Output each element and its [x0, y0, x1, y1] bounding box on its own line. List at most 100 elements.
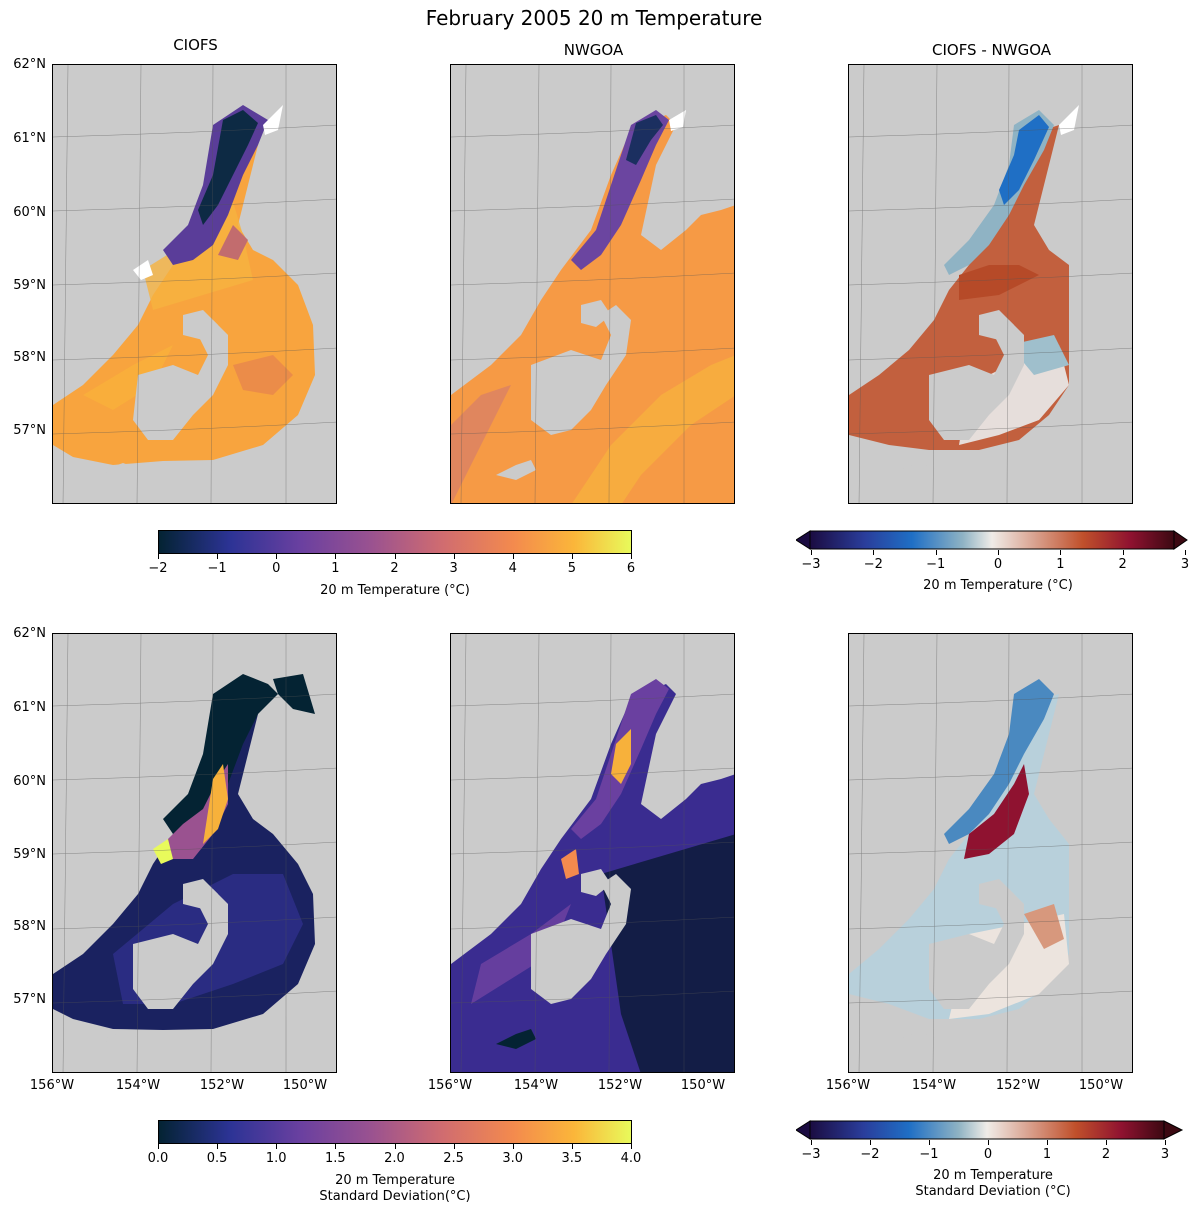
colorbar-std-tick-label: 1.5 [325, 1151, 346, 1166]
lat-label-62n-top: 62°N [13, 57, 46, 72]
colorbar-temperature-tick-label: 5 [567, 561, 577, 576]
colorbar-std-difference-tick-mark [929, 1140, 930, 1145]
map-ciofs-temperature [52, 64, 337, 504]
colorbar-std-tick-label: 0.0 [147, 1151, 169, 1166]
lat-label-58n-bottom: 58°N [13, 919, 46, 934]
colorbar-std-difference-tick-label: −3 [801, 1147, 821, 1162]
lat-label-61n-top: 61°N [13, 131, 46, 146]
colorbar-std-difference-tick-label: 0 [983, 1147, 993, 1162]
colorbar-temperature-tick-label: 0 [272, 561, 281, 576]
colorbar-temperature-difference [796, 530, 1188, 550]
colorbar-temperature-difference-tick-label: 1 [1056, 557, 1065, 572]
colorbar-std-tick-label: 1.0 [265, 1151, 287, 1166]
lon-label-156w-p5: 156°W [427, 1078, 473, 1093]
colorbar-temperature-difference-tick-label: −1 [926, 557, 946, 572]
colorbar-std-label: 20 m Temperature Standard Deviation(°C) [158, 1173, 632, 1205]
panel-title-ciofs: CIOFS [173, 36, 218, 54]
colorbar-std-tick-mark [276, 1144, 278, 1149]
colorbar-std-tick-mark [394, 1144, 396, 1149]
colorbar-temperature-difference-tick-mark [1060, 550, 1062, 555]
figure-title: February 2005 20 m Temperature [425, 6, 763, 30]
colorbar-std-difference-label: 20 m Temperature Standard Deviation (°C) [810, 1168, 1176, 1200]
colorbar-temperature-label: 20 m Temperature (°C) [320, 583, 470, 598]
colorbar-temperature-difference-tick-mark [1122, 550, 1124, 555]
lon-label-156w-p6: 156°W [825, 1078, 871, 1093]
map-temperature-difference [848, 64, 1133, 504]
colorbar-std-difference-tick-mark [870, 1140, 871, 1145]
colorbar-std-tick-label: 2.5 [443, 1151, 464, 1166]
colorbar-std-tick-label: 0.5 [206, 1151, 228, 1166]
colorbar-std-difference-tick-mark [811, 1140, 812, 1145]
colorbar-temperature-tick-label: 2 [390, 561, 399, 576]
colorbar-temperature-tick-mark [631, 554, 632, 559]
lon-label-156w-p4: 156°W [29, 1078, 75, 1093]
colorbar-std-tick-label: 4.0 [620, 1151, 642, 1166]
colorbar-std-tick-mark [631, 1144, 632, 1149]
colorbar-temperature-tick-label: 6 [626, 561, 636, 576]
lon-label-154w-p4: 154°W [115, 1078, 161, 1093]
colorbar-temperature-difference-tick-label: −3 [801, 557, 821, 572]
colorbar-std-difference-label-line2: Standard Deviation (°C) [915, 1184, 1071, 1199]
lon-label-150w-p6: 150°W [1078, 1078, 1124, 1093]
lon-label-152w-p5: 152°W [597, 1078, 643, 1093]
colorbar-std-difference-tick-mark [1047, 1140, 1048, 1145]
lat-label-59n-top: 59°N [13, 278, 46, 293]
colorbar-temperature-difference-tick-mark [1185, 550, 1186, 555]
colorbar-temperature-tick-mark [335, 554, 337, 559]
colorbar-std-difference-tick-mark [988, 1140, 989, 1145]
colorbar-std-tick-mark [512, 1144, 514, 1149]
colorbar-std-difference-tick-mark [1106, 1140, 1107, 1145]
colorbar-std-tick-label: 2.0 [384, 1151, 405, 1166]
panel-title-nwgoa: NWGOA [563, 41, 624, 59]
colorbar-temperature-tick-label: −1 [207, 561, 227, 576]
lat-label-61n-bottom: 61°N [13, 700, 46, 715]
colorbar-std-label-line1: 20 m Temperature [335, 1173, 455, 1188]
lat-label-58n-top: 58°N [13, 350, 46, 365]
colorbar-temperature-tick-mark [217, 554, 219, 559]
map-ciofs-std [52, 633, 337, 1073]
lat-label-59n-bottom: 59°N [13, 847, 46, 862]
colorbar-temperature-difference-tick-label: 2 [1118, 557, 1127, 572]
lat-label-62n-bottom: 62°N [13, 626, 46, 641]
lon-label-150w-p5: 150°W [680, 1078, 726, 1093]
colorbar-std-difference-tick-label: 1 [1042, 1147, 1052, 1162]
colorbar-std-difference [796, 1120, 1188, 1140]
colorbar-temperature-tick-label: −2 [148, 561, 168, 576]
colorbar-std-label-line2: Standard Deviation(°C) [319, 1189, 471, 1204]
colorbar-std-tick-mark [571, 1144, 573, 1149]
colorbar-temperature-difference-tick-mark [873, 550, 875, 555]
colorbar-temperature-tick-mark [571, 554, 573, 559]
colorbar-temperature-tick-label: 1 [331, 561, 340, 576]
map-nwgoa-std [450, 633, 735, 1073]
colorbar-temperature [158, 530, 632, 554]
colorbar-temperature-difference-tick-mark [935, 550, 937, 555]
colorbar-std [158, 1120, 632, 1144]
lon-label-152w-p6: 152°W [995, 1078, 1041, 1093]
colorbar-temperature-tick-mark [158, 554, 159, 559]
colorbar-temperature-difference-tick-label: −2 [863, 557, 883, 572]
lat-label-57n-top: 57°N [13, 423, 46, 438]
colorbar-std-difference-tick-label: −2 [860, 1147, 880, 1162]
lat-label-60n-bottom: 60°N [13, 774, 46, 789]
colorbar-temperature-tick-mark [453, 554, 455, 559]
colorbar-temperature-difference-tick-label: 0 [993, 557, 1003, 572]
colorbar-std-difference-tick-mark [1165, 1140, 1166, 1145]
colorbar-std-difference-label-line1: 20 m Temperature [933, 1168, 1053, 1183]
lon-label-154w-p6: 154°W [911, 1078, 957, 1093]
colorbar-temperature-difference-tick-mark [811, 550, 812, 555]
colorbar-std-tick-mark [453, 1144, 455, 1149]
colorbar-std-difference-tick-label: 2 [1101, 1147, 1111, 1162]
colorbar-temperature-tick-mark [394, 554, 396, 559]
map-nwgoa-temperature [450, 64, 735, 504]
colorbar-std-difference-tick-label: −1 [919, 1147, 939, 1162]
map-std-difference [848, 633, 1133, 1073]
colorbar-std-tick-mark [217, 1144, 219, 1149]
colorbar-std-tick-label: 3.0 [502, 1151, 524, 1166]
colorbar-temperature-difference-label: 20 m Temperature (°C) [923, 578, 1073, 593]
lat-label-60n-top: 60°N [13, 205, 46, 220]
colorbar-temperature-tick-label: 4 [508, 561, 517, 576]
colorbar-temperature-tick-mark [512, 554, 514, 559]
lon-label-152w-p4: 152°W [199, 1078, 245, 1093]
colorbar-temperature-tick-label: 3 [449, 561, 458, 576]
lat-label-57n-bottom: 57°N [13, 992, 46, 1007]
